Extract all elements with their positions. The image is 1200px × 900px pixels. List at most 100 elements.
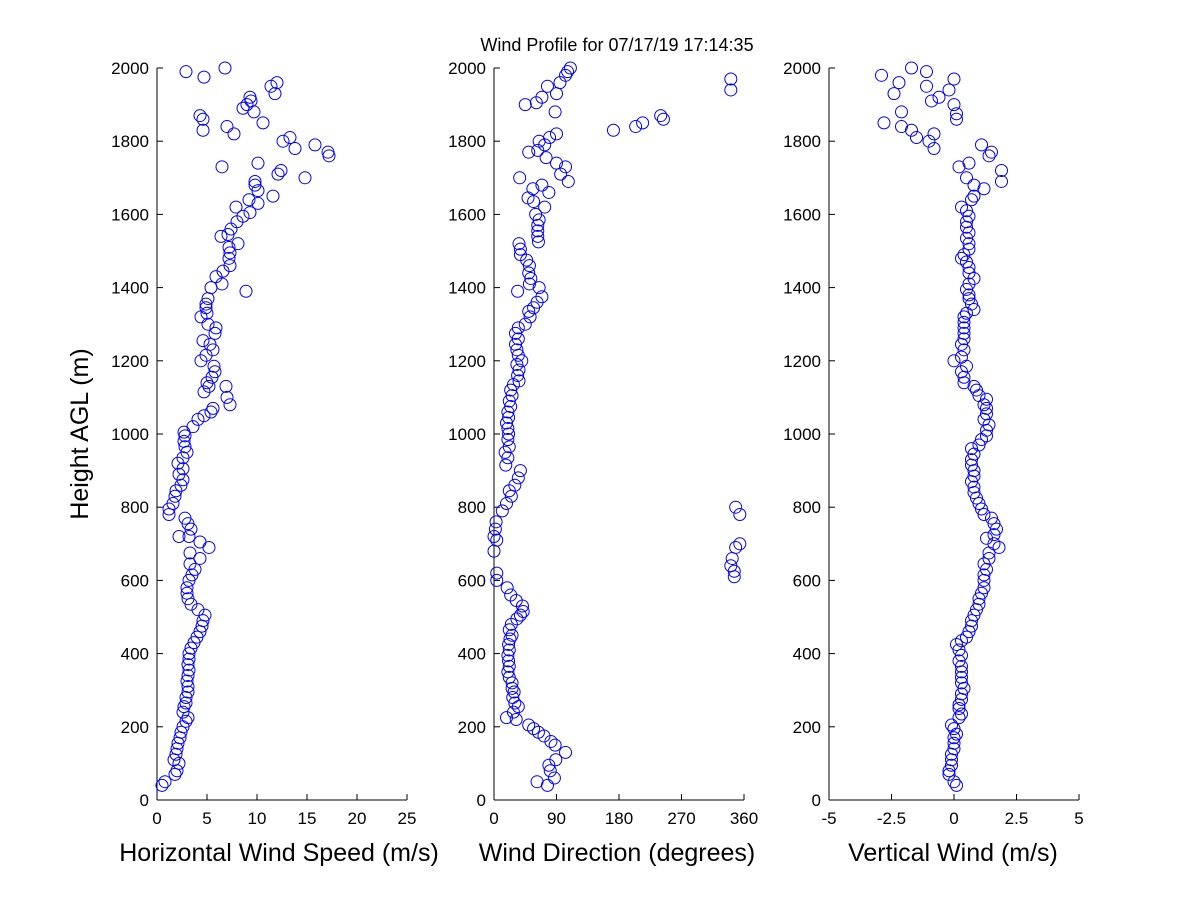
data-point bbox=[288, 142, 302, 156]
panel-vertical-wind: -5 -2.5 0 2.5 5 0 200 400 600 800 1000 1200 1400 1600… bbox=[783, 59, 1084, 828]
data-point bbox=[990, 522, 1003, 536]
data-point bbox=[559, 745, 573, 759]
y-tick-label: 600 bbox=[121, 571, 149, 590]
data-point bbox=[266, 189, 280, 203]
data-point bbox=[196, 112, 210, 126]
x-tick-label: 270 bbox=[667, 809, 695, 828]
data-point bbox=[724, 559, 738, 573]
data-point bbox=[321, 145, 335, 159]
data-point bbox=[975, 502, 988, 516]
data-point bbox=[513, 608, 527, 622]
data-point bbox=[256, 116, 270, 130]
data-point bbox=[231, 237, 245, 251]
data-point bbox=[950, 778, 963, 792]
x-tick-label: 5 bbox=[202, 809, 211, 828]
data-point bbox=[223, 398, 237, 412]
data-point bbox=[505, 681, 519, 695]
data-point bbox=[179, 696, 193, 710]
data-point bbox=[656, 112, 670, 126]
data-point bbox=[204, 405, 218, 419]
data-point bbox=[503, 632, 517, 646]
data-point bbox=[920, 79, 933, 93]
data-point bbox=[276, 134, 290, 148]
data-point bbox=[965, 614, 978, 628]
data-point bbox=[725, 551, 739, 565]
data-point bbox=[955, 659, 968, 673]
data-point bbox=[654, 109, 668, 123]
panel-horizontal-wind-speed: 0 5 10 15 20 25 0 200 400 600 800 1000 1200 1400 1600 1… bbox=[111, 59, 416, 828]
data-point bbox=[531, 235, 545, 249]
data-point bbox=[489, 515, 503, 529]
y-tick-label: 0 bbox=[477, 791, 486, 810]
data-point bbox=[220, 390, 234, 404]
data-point bbox=[942, 83, 956, 97]
data-point bbox=[925, 94, 938, 108]
data-point bbox=[957, 343, 971, 357]
data-point bbox=[955, 200, 968, 214]
data-point bbox=[947, 731, 961, 745]
data-point bbox=[955, 676, 968, 690]
y-axis-label: Height AGL (m) bbox=[66, 348, 94, 519]
data-point bbox=[502, 637, 516, 651]
data-point bbox=[242, 193, 256, 207]
y-tick-label: 400 bbox=[121, 645, 149, 664]
data-point bbox=[523, 310, 537, 324]
data-point bbox=[549, 753, 563, 767]
x-tick-label: 0 bbox=[949, 809, 958, 828]
data-point bbox=[980, 392, 993, 406]
data-point bbox=[947, 98, 961, 112]
y-tick-label: 200 bbox=[458, 718, 486, 737]
data-point bbox=[270, 76, 284, 90]
y-tick-label: 800 bbox=[458, 498, 486, 517]
data-point bbox=[972, 497, 986, 511]
data-point bbox=[957, 310, 971, 324]
data-point bbox=[251, 196, 265, 210]
data-point bbox=[495, 504, 509, 518]
data-point bbox=[522, 304, 536, 318]
data-point bbox=[922, 134, 936, 148]
data-point bbox=[174, 725, 188, 739]
data-point bbox=[960, 231, 973, 245]
data-point bbox=[512, 363, 526, 377]
data-point bbox=[547, 771, 561, 785]
data-point bbox=[550, 127, 563, 141]
data-point bbox=[980, 401, 993, 415]
data-point bbox=[507, 685, 521, 699]
x-tick-label: 180 bbox=[605, 809, 633, 828]
data-point bbox=[179, 691, 193, 705]
data-point bbox=[174, 478, 188, 492]
data-point bbox=[222, 240, 236, 254]
data-point bbox=[955, 687, 968, 701]
data-point bbox=[977, 573, 991, 587]
data-point bbox=[179, 714, 193, 728]
data-point bbox=[535, 178, 549, 192]
data-point bbox=[182, 663, 196, 677]
data-point bbox=[308, 138, 322, 152]
data-point bbox=[502, 440, 516, 454]
data-point bbox=[239, 284, 253, 298]
data-point bbox=[957, 376, 971, 390]
data-point bbox=[972, 438, 986, 452]
data-point bbox=[202, 540, 216, 554]
data-point bbox=[960, 215, 973, 229]
data-point bbox=[182, 529, 196, 543]
data-point bbox=[522, 266, 536, 280]
data-point bbox=[910, 131, 923, 145]
data-point bbox=[229, 200, 243, 214]
data-point bbox=[516, 605, 530, 619]
data-point bbox=[501, 648, 515, 662]
data-point bbox=[181, 592, 195, 606]
data-point bbox=[499, 458, 513, 472]
data-point bbox=[271, 167, 285, 181]
data-point bbox=[203, 337, 217, 351]
data-point bbox=[501, 665, 515, 679]
y-tick-label: 200 bbox=[793, 718, 821, 737]
data-point bbox=[500, 416, 513, 430]
x-tick-label: 90 bbox=[547, 809, 566, 828]
panel-wind-direction: 0 90 180 270 360 0 200 400 600 800 1000 1200 1400 160… bbox=[448, 59, 758, 828]
figure-title: Wind Profile for 07/17/19 17:14:35 bbox=[480, 35, 753, 55]
data-point bbox=[535, 90, 549, 104]
data-point bbox=[513, 171, 527, 185]
y-tick-label: 800 bbox=[121, 498, 149, 517]
